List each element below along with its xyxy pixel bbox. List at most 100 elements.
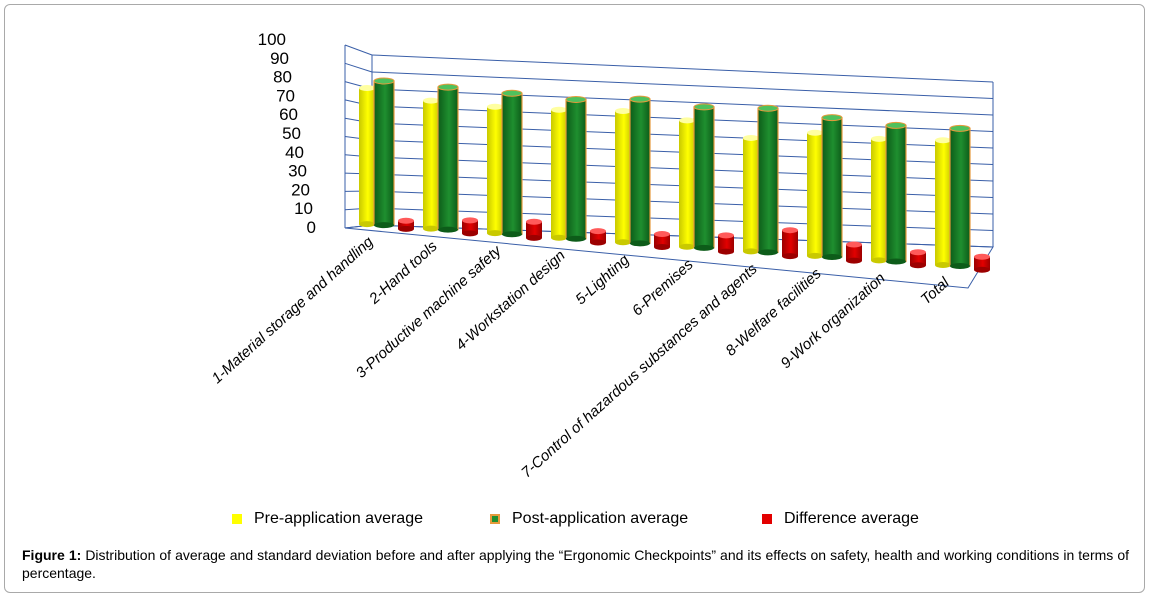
y-tick-label: 60 (279, 105, 298, 124)
bar-pre-application-averagecat-7 (743, 134, 759, 255)
y-tick-label: 90 (270, 49, 289, 68)
bar-body (871, 138, 887, 261)
y-tick-label: 30 (288, 162, 307, 181)
bar-body (974, 256, 990, 270)
bar-body (437, 86, 459, 231)
bar-base (590, 239, 606, 246)
legend-item-diff: Difference average (762, 510, 919, 528)
y-tick-label: 10 (294, 199, 313, 218)
caption-text: Distribution of average and standard dev… (22, 547, 1129, 581)
bar-base (950, 263, 970, 270)
bar-body (501, 92, 523, 235)
bar-top (398, 217, 414, 224)
bar-base (871, 257, 887, 264)
figure-caption: Figure 1: Distribution of average and st… (22, 546, 1129, 582)
bar-base (487, 230, 503, 237)
bar-base (910, 262, 926, 269)
bar-base (526, 234, 542, 241)
x-category-label: 6-Premises (629, 256, 697, 320)
bar-base (679, 243, 695, 250)
y-tick-label: 80 (273, 68, 292, 87)
bar-body (935, 140, 951, 265)
x-category-label: 2-Hand tools (365, 238, 441, 309)
bar-difference-averagecat-8 (846, 241, 862, 264)
y-tick-label: 100 (258, 30, 286, 49)
bar-top (679, 117, 695, 124)
bar-base (846, 257, 862, 264)
bar-body (590, 231, 606, 243)
bar-top (846, 241, 862, 248)
bar-top (359, 84, 375, 91)
bar-body (565, 98, 587, 240)
side-gridline (344, 62, 373, 73)
bar-top (871, 135, 887, 142)
bar-base (438, 226, 458, 233)
bar-body (398, 220, 414, 229)
bar-top (423, 97, 439, 104)
bar-base (758, 249, 778, 256)
bar-difference-averagecat-3 (526, 218, 542, 241)
legend-label-diff: Difference average (784, 510, 919, 527)
bar-body (910, 252, 926, 266)
y-tick-label: 40 (285, 143, 304, 162)
bar-top (437, 83, 459, 91)
bar-top (654, 231, 670, 238)
bar-difference-averagecat-7 (782, 227, 798, 260)
bar-pre-application-averagecat-8 (807, 129, 823, 259)
bar-top (743, 134, 759, 141)
chart-bars (359, 77, 990, 273)
back-gridline (371, 88, 994, 116)
bar-top (949, 124, 971, 132)
x-category-label: 5-Lighting (572, 251, 633, 308)
bar-top (693, 103, 715, 111)
bar-body (487, 106, 503, 234)
bar-pre-application-averagecat-10 (935, 137, 951, 268)
bar-base (782, 253, 798, 260)
bar-top (629, 95, 651, 103)
bar-top (487, 103, 503, 110)
bar-base (718, 248, 734, 255)
bar-body (679, 120, 695, 247)
side-gridline (344, 44, 373, 56)
legend-label-pre: Pre-application average (254, 510, 423, 527)
bar-post-application-averagecat-4 (565, 95, 587, 242)
bar-top (885, 121, 907, 129)
bar-pre-application-averagecat-5 (615, 108, 631, 246)
bar-top (565, 95, 587, 103)
bar-pre-application-averagecat-3 (487, 103, 503, 237)
bar-body (615, 111, 631, 243)
legend-item-pre: Pre-application average (232, 510, 423, 528)
back-gridline (371, 54, 994, 83)
bar-base (615, 239, 631, 246)
bar-base (423, 225, 439, 232)
bar-body (359, 87, 375, 225)
legend: Pre-application average Post-application… (0, 510, 1151, 534)
bar-top (821, 114, 843, 122)
legend-item-post: Post-application average (490, 510, 688, 528)
caption-label: Figure 1: (22, 547, 82, 563)
bar-base (694, 244, 714, 251)
bar-top (718, 232, 734, 239)
x-category-label: Total (918, 274, 954, 308)
bar-post-application-averagecat-1 (373, 77, 395, 229)
bar-top (615, 108, 631, 115)
bar-top (551, 106, 567, 113)
legend-swatch-pre (232, 514, 242, 524)
bar-difference-averagecat-6 (718, 232, 734, 255)
bar-top (782, 227, 798, 234)
bar-body (846, 244, 862, 261)
bar-base (654, 244, 670, 251)
bar-post-application-averagecat-9 (885, 121, 907, 265)
bar-post-application-averagecat-10 (949, 124, 971, 270)
bar-body (654, 234, 670, 248)
bar-base (886, 258, 906, 265)
bar-body (629, 98, 651, 244)
bar-post-application-averagecat-7 (757, 104, 779, 256)
bar-base (551, 234, 567, 241)
bar-pre-application-averagecat-1 (359, 84, 375, 228)
bar-body (718, 235, 734, 252)
bar-pre-application-averagecat-2 (423, 97, 439, 232)
bar-difference-averagecat-5 (654, 231, 670, 251)
bar-post-application-averagecat-3 (501, 89, 523, 238)
